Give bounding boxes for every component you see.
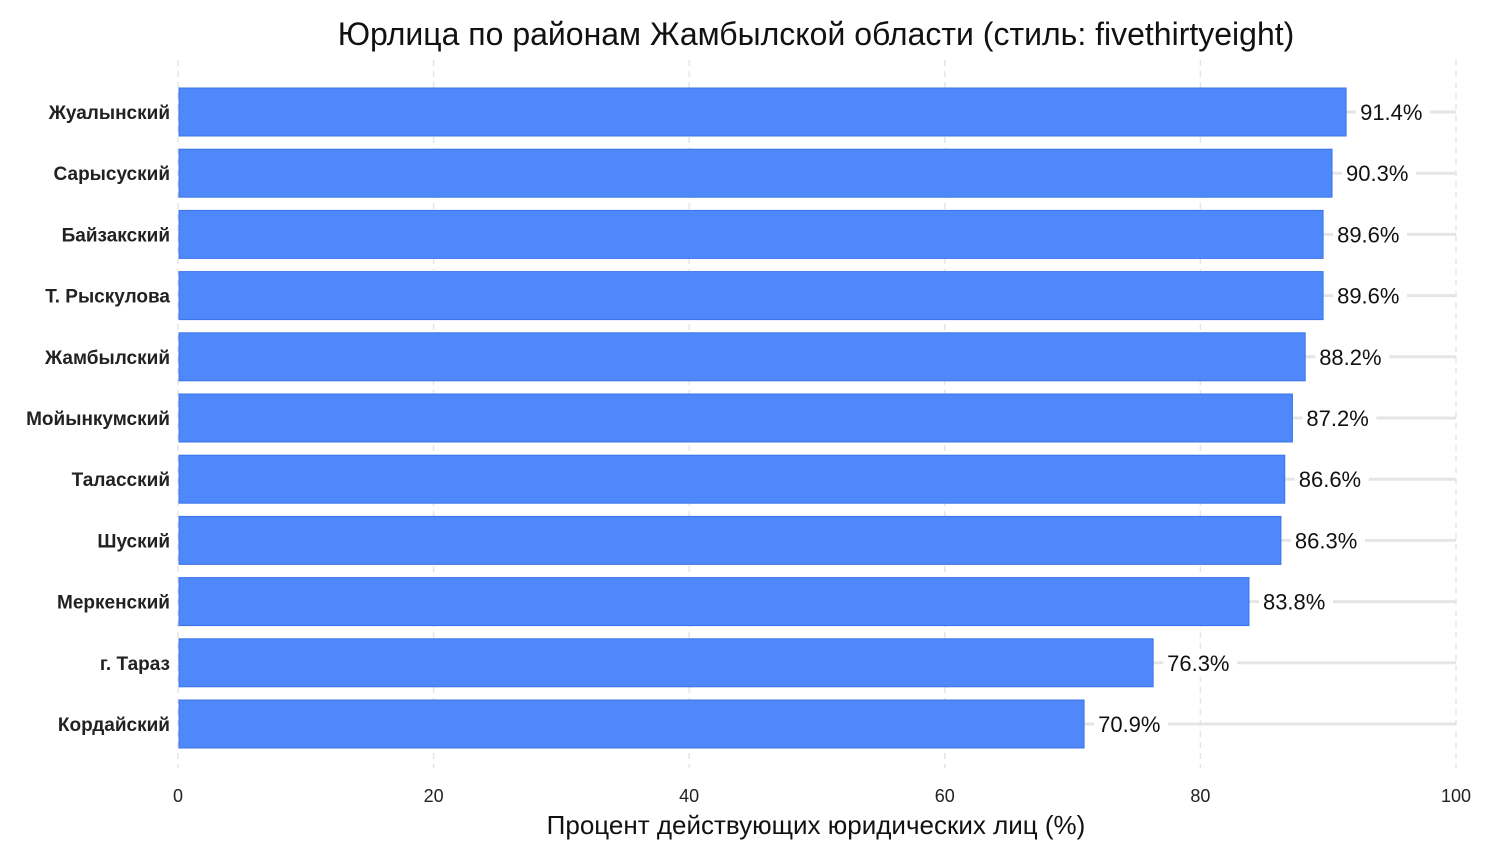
data-label-background (1356, 98, 1431, 126)
data-label: 87.2% (1306, 406, 1368, 431)
data-labels: 91.4% 90.3% 89.6% 89.6% 88.2% 87.2% 86.6% 86.3%… (1094, 98, 1431, 738)
y-tick-label: Меркенский (57, 593, 170, 614)
y-tick-label: Сарысуский (54, 164, 170, 185)
data-label-background (1163, 648, 1238, 677)
x-tick-label: 0 (173, 786, 183, 806)
y-tick-label: Кордайский (58, 715, 170, 736)
data-label-background (1258, 587, 1333, 616)
bar (178, 87, 1347, 137)
x-axis-label: Процент действующих юридических лиц (%) (547, 810, 1086, 840)
bars-layer (178, 87, 1347, 749)
y-tick-labels: Жуалынский Сарысуский Байзакский Т. Рыскуло… (26, 103, 170, 736)
y-tick-label: Жамбылский (44, 348, 170, 369)
bar (178, 148, 1333, 198)
y-tick-label: Таласский (72, 470, 170, 491)
data-label: 76.3% (1167, 651, 1229, 676)
data-label-background (1333, 220, 1408, 249)
data-label-background (1315, 342, 1390, 371)
y-tick-label: Байзакский (62, 225, 170, 246)
data-label: 83.8% (1263, 590, 1325, 615)
bar (178, 332, 1306, 382)
data-label: 89.6% (1337, 284, 1399, 309)
data-label: 86.6% (1299, 467, 1361, 492)
data-label: 86.3% (1295, 528, 1357, 553)
x-tick-label: 20 (424, 786, 444, 806)
bar (178, 271, 1324, 321)
y-tick-label: Шуский (97, 531, 170, 552)
data-label: 91.4% (1360, 100, 1422, 125)
x-tick-label: 40 (679, 786, 699, 806)
data-label-background (1302, 404, 1377, 432)
data-label-background (1294, 465, 1369, 494)
bar (178, 577, 1250, 627)
bar (178, 393, 1293, 443)
y-tick-label: Т. Рыскулова (45, 287, 170, 308)
data-label-background (1333, 281, 1408, 310)
y-tick-label: Мойынкумский (26, 409, 170, 430)
data-label-background (1094, 710, 1169, 738)
bar (178, 209, 1324, 259)
data-label: 90.3% (1346, 161, 1408, 186)
chart-title: Юрлица по районам Жамбылской области (ст… (338, 16, 1295, 52)
bar (178, 699, 1085, 749)
bar (178, 638, 1154, 688)
data-label: 88.2% (1319, 345, 1381, 370)
data-label-background (1290, 526, 1365, 555)
bar (178, 515, 1282, 565)
x-tick-label: 80 (1190, 786, 1210, 806)
bar (178, 454, 1286, 504)
y-tick-label: Жуалынский (48, 103, 170, 124)
x-tick-labels: 0 20 40 60 80 100 (173, 786, 1471, 806)
x-tick-label: 60 (935, 786, 955, 806)
data-label: 70.9% (1098, 712, 1160, 737)
data-label-background (1342, 159, 1417, 188)
y-tick-label: г. Тараз (100, 654, 170, 675)
data-label: 89.6% (1337, 222, 1399, 247)
x-tick-label: 100 (1441, 786, 1471, 806)
